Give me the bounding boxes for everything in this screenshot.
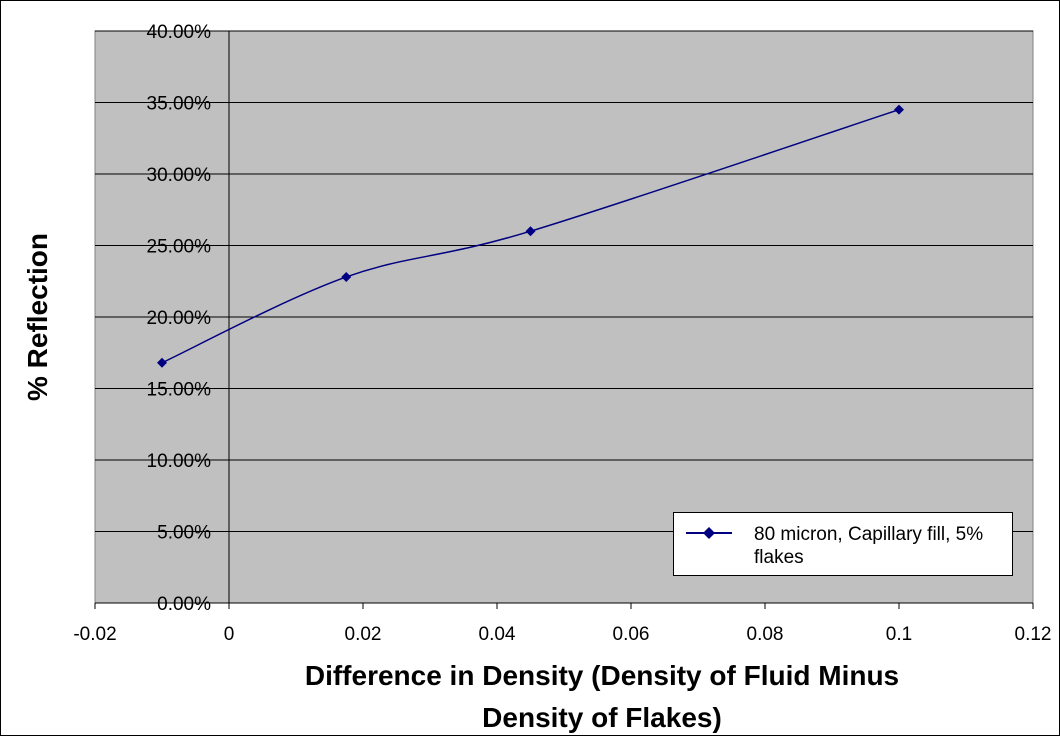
y-tick-label-8: 40.00%: [147, 22, 212, 43]
data-point-0-0: [157, 357, 167, 368]
y-tick-label-4: 20.00%: [147, 308, 212, 329]
x-tick-label-6: 0.1: [886, 624, 912, 645]
y-axis-title: % Reflection: [22, 233, 53, 401]
y-tick-label-7: 35.00%: [147, 94, 212, 115]
y-tick-label-1: 5.00%: [157, 523, 211, 544]
x-tick-label-3: 0.04: [479, 624, 516, 645]
y-tick-label-3: 15.00%: [147, 380, 212, 401]
x-axis-title-line-2: Density of Flakes): [482, 702, 722, 733]
y-tick-label-2: 10.00%: [147, 451, 212, 472]
x-tick-label-7: 0.12: [1015, 624, 1052, 645]
data-point-0-2: [525, 226, 536, 237]
x-tick-label-0: -0.02: [73, 624, 116, 645]
legend-series-label: 80 micron, Capillary fill, 5% flakes: [754, 524, 984, 568]
x-axis-title-line-1: Difference in Density (Density of Fluid …: [305, 660, 899, 691]
legend-series-marker-icon: [686, 527, 732, 539]
x-tick-label-5: 0.08: [747, 624, 784, 645]
legend: 80 micron, Capillary fill, 5% flakes: [673, 512, 1013, 576]
data-point-0-3: [894, 104, 904, 115]
y-tick-label-6: 30.00%: [147, 165, 212, 186]
y-tick-label-5: 25.00%: [147, 237, 212, 258]
x-tick-label-4: 0.06: [613, 624, 650, 645]
series-line-0: [161, 108, 900, 364]
x-tick-label-2: 0.02: [345, 624, 382, 645]
y-tick-label-0: 0.00%: [157, 594, 211, 615]
data-point-0-1: [341, 271, 352, 282]
x-tick-label-1: 0: [224, 624, 235, 645]
